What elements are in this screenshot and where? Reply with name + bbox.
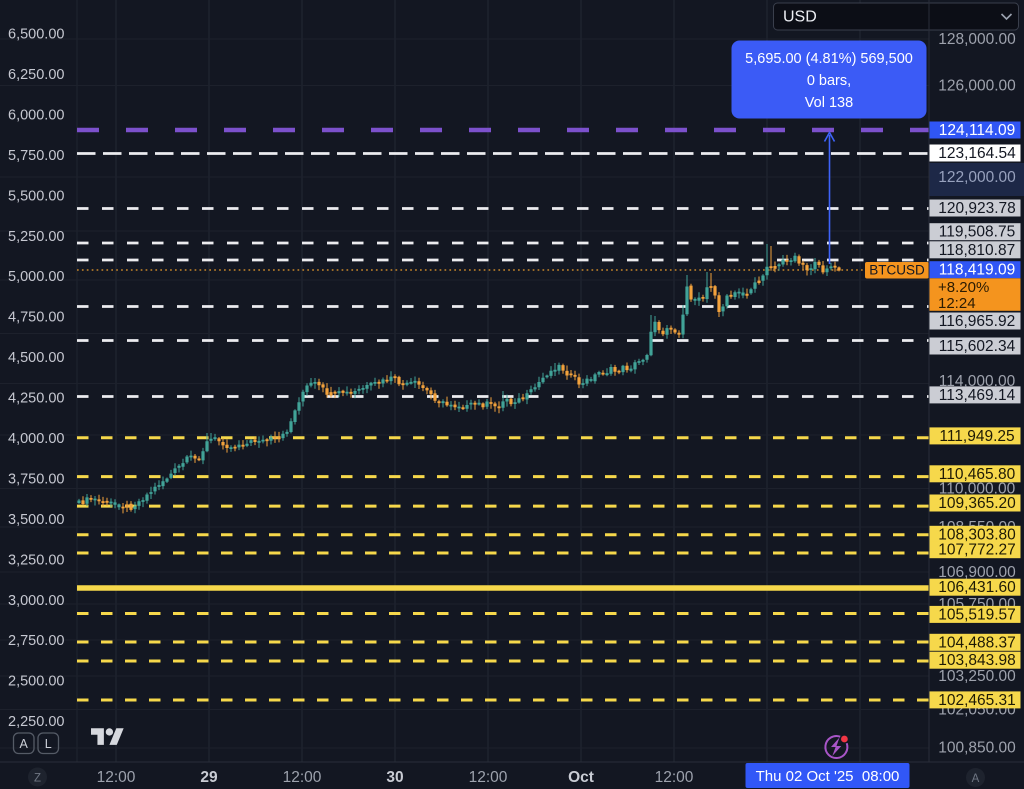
svg-text:3,000.00: 3,000.00 (8, 593, 64, 609)
svg-text:106,900.00: 106,900.00 (938, 564, 1016, 581)
svg-text:5,000.00: 5,000.00 (8, 269, 64, 285)
svg-text:12:24: 12:24 (938, 295, 976, 312)
svg-text:3,500.00: 3,500.00 (8, 512, 64, 528)
svg-text:126,000.00: 126,000.00 (938, 78, 1016, 95)
svg-text:5,250.00: 5,250.00 (8, 229, 64, 245)
svg-text:2,750.00: 2,750.00 (8, 633, 64, 649)
svg-text:110,000.00: 110,000.00 (939, 481, 1016, 498)
svg-text:124,114.09: 124,114.09 (939, 122, 1015, 139)
svg-text:30: 30 (386, 769, 403, 786)
svg-text:113,469.14: 113,469.14 (939, 387, 1016, 404)
svg-text:+8.20%: +8.20% (938, 279, 989, 296)
svg-text:Thu 02 Oct '25 08:00: Thu 02 Oct '25 08:00 (756, 768, 900, 785)
svg-text:Z: Z (34, 773, 41, 785)
svg-text:114,000.00: 114,000.00 (939, 373, 1016, 390)
svg-text:6,500.00: 6,500.00 (8, 27, 64, 43)
svg-text:116,965.92: 116,965.92 (939, 313, 1015, 330)
svg-text:6,000.00: 6,000.00 (8, 107, 64, 123)
svg-text:A: A (972, 773, 980, 785)
svg-text:USD: USD (783, 9, 817, 26)
svg-text:2,500.00: 2,500.00 (8, 674, 64, 690)
svg-text:4,250.00: 4,250.00 (8, 391, 64, 407)
svg-text:106,431.60: 106,431.60 (938, 579, 1016, 596)
svg-text:128,000.00: 128,000.00 (938, 31, 1016, 48)
svg-text:4,750.00: 4,750.00 (8, 310, 64, 326)
svg-text:12:00: 12:00 (469, 769, 508, 786)
svg-text:6,250.00: 6,250.00 (8, 67, 64, 83)
svg-text:120,923.78: 120,923.78 (938, 200, 1016, 217)
svg-text:5,695.00 (4.81%) 569,500: 5,695.00 (4.81%) 569,500 (745, 51, 913, 67)
svg-text:107,772.27: 107,772.27 (938, 542, 1016, 559)
svg-text:L: L (45, 737, 52, 751)
svg-text:102,465.31: 102,465.31 (938, 692, 1016, 709)
svg-text:108,303.80: 108,303.80 (938, 526, 1016, 543)
svg-text:4,000.00: 4,000.00 (8, 431, 64, 447)
svg-text:103,250.00: 103,250.00 (938, 668, 1016, 685)
svg-text:100,850.00: 100,850.00 (938, 740, 1016, 757)
svg-text:29: 29 (200, 769, 218, 786)
svg-text:Vol 138: Vol 138 (805, 95, 853, 111)
svg-text:4,500.00: 4,500.00 (8, 350, 64, 366)
svg-text:111,949.25: 111,949.25 (939, 428, 1014, 445)
svg-text:12:00: 12:00 (97, 769, 136, 786)
svg-text:103,843.98: 103,843.98 (938, 652, 1016, 669)
svg-text:A: A (20, 737, 29, 751)
svg-text:109,365.20: 109,365.20 (938, 495, 1016, 512)
svg-text:122,000.00: 122,000.00 (938, 169, 1016, 186)
svg-text:119,508.75: 119,508.75 (939, 224, 1015, 241)
svg-text:3,750.00: 3,750.00 (8, 472, 64, 488)
svg-text:0 bars,: 0 bars, (807, 73, 851, 89)
svg-text:5,500.00: 5,500.00 (8, 188, 64, 204)
svg-text:2,250.00: 2,250.00 (8, 714, 64, 730)
svg-text:118,419.09: 118,419.09 (939, 262, 1015, 279)
svg-text:105,519.57: 105,519.57 (938, 606, 1016, 623)
svg-text:12:00: 12:00 (655, 769, 694, 786)
svg-text:Oct: Oct (568, 769, 594, 786)
svg-text:BTCUSD: BTCUSD (869, 263, 925, 278)
svg-text:118,810.87: 118,810.87 (939, 242, 1015, 259)
svg-text:104,488.37: 104,488.37 (938, 634, 1016, 651)
svg-text:110,465.80: 110,465.80 (939, 466, 1016, 483)
svg-text:115,602.34: 115,602.34 (939, 338, 1016, 355)
svg-text:5,750.00: 5,750.00 (8, 148, 64, 164)
svg-text:12:00: 12:00 (283, 769, 322, 786)
svg-text:3,250.00: 3,250.00 (8, 552, 64, 568)
svg-text:123,164.54: 123,164.54 (938, 145, 1016, 162)
